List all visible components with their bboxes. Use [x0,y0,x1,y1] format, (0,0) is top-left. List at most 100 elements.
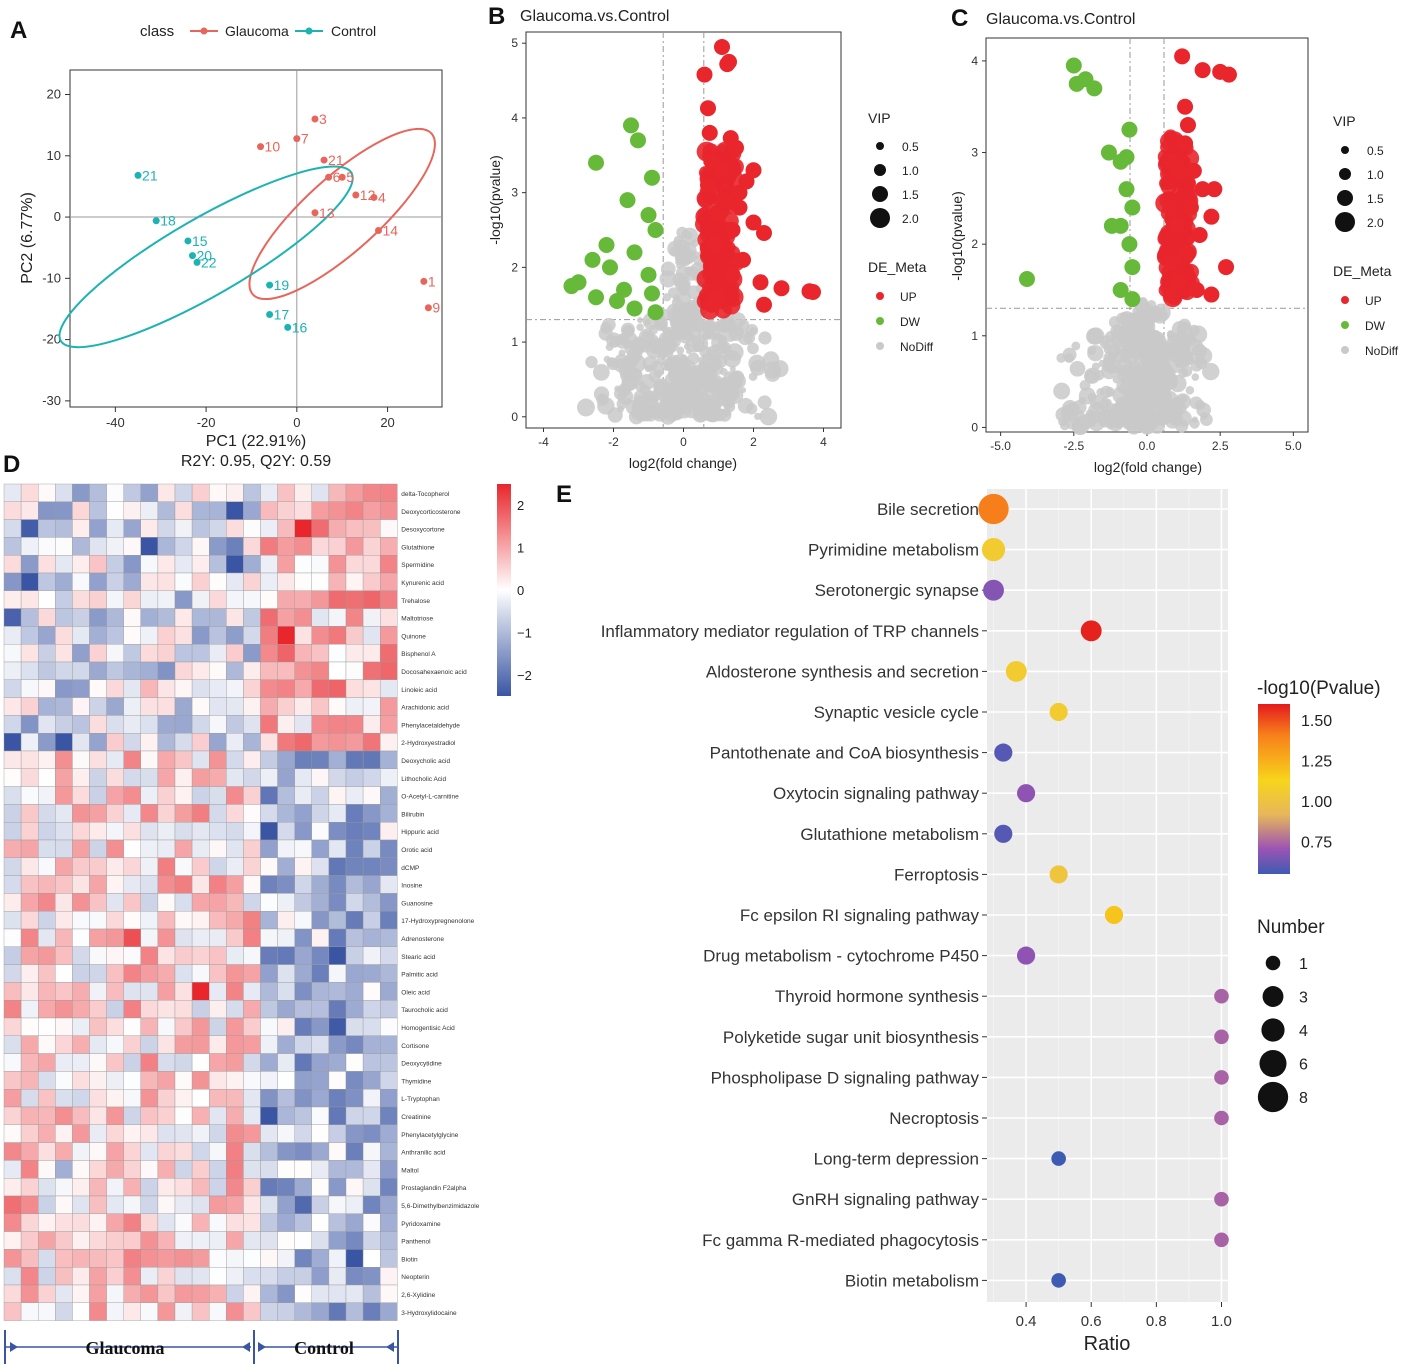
volcano-point-dw [644,285,660,302]
heatmap-cell [243,1071,261,1090]
heatmap-cell [191,964,210,983]
heatmap-cell [3,982,22,1001]
heatmap-cell [345,875,364,894]
volcano-point-nodiff [749,359,766,376]
heatmap-cell [277,1017,295,1036]
heatmap-cell [345,768,364,787]
heatmap-cell [140,964,159,983]
heatmap-cell [174,1302,193,1321]
heatmap-cell [208,483,227,502]
heatmap-cell [380,697,398,716]
heatmap-cell [311,786,330,805]
heatmap-row-label: Thymidine [401,1078,431,1085]
heatmap-cell [345,804,364,823]
volcano-point-nodiff [737,319,750,331]
kegg-dot [1080,620,1102,642]
heatmap-row-label: Docosahexaenoic acid [401,669,467,676]
heatmap-cell [140,786,159,805]
heatmap-cell [106,661,124,680]
volcano-point-nodiff [749,327,757,335]
heatmap-cell [277,1071,295,1090]
heatmap-cell [208,982,227,1001]
heatmap-cell [20,679,39,698]
heatmap-cell [3,1035,22,1054]
heatmap-cell [208,875,227,894]
heatmap-cell [106,555,124,574]
heatmap-cell [380,822,398,841]
pca-point [257,143,265,151]
heatmap-cell [243,893,261,912]
heatmap-cell [345,786,364,805]
heatmap-cell [380,964,398,983]
heatmap-cell [89,1284,107,1303]
volcano-point-dw [1018,270,1035,287]
heatmap-cell [208,537,227,556]
heatmap-cell [123,1195,141,1214]
pca-point-label: 21 [142,167,158,183]
heatmap-cell [328,679,347,698]
volcano-point-dw [623,117,639,134]
heatmap-cell [55,1088,73,1108]
kegg-dot [1051,1151,1066,1166]
heatmap-cell [362,608,381,627]
heatmap-cell [20,1231,39,1250]
pca-xtick-label: -20 [197,415,216,430]
heatmap-cell [294,911,313,930]
volcano-point-up [1203,208,1220,225]
heatmap-cell [191,893,210,912]
volcano-point-up [1177,98,1194,115]
heatmap-cell [226,786,244,805]
heatmap-cell [157,572,176,591]
pca-ylabel: PC2 (6.77%) [19,192,36,284]
volcano-demeta-legend-label: NoDiff [900,340,934,354]
heatmap-cell [311,839,330,858]
heatmap-cell [294,1195,313,1214]
heatmap-cell [208,911,227,930]
pca-ytick-label: -10 [42,270,61,285]
heatmap-cell [260,1106,278,1125]
heatmap-cell [380,733,398,752]
pca-point [325,173,333,181]
heatmap-cell [20,572,39,591]
heatmap-cell [20,1249,39,1268]
volcano-ytick-label: 3 [511,186,518,200]
heatmap-cell [243,911,261,930]
volcano-point-up [707,236,723,253]
heatmap-cell [89,1266,107,1286]
heatmap-cell [380,555,398,574]
heatmap-cell [38,697,56,716]
heatmap-cell [3,1195,22,1214]
heatmap-cell [3,786,22,805]
pca-point [311,115,319,123]
heatmap-cell [3,875,22,894]
heatmap-cell [294,572,313,591]
heatmap-cell [345,501,364,520]
pca-xtick-label: 20 [380,415,394,430]
heatmap-cell [191,911,210,930]
heatmap-colorbar-tick: −2 [517,668,532,683]
heatmap-cell [226,750,244,769]
heatmap-cell [89,1106,107,1125]
heatmap-cell [380,1142,398,1161]
heatmap-cell [226,555,244,574]
heatmap-cell [380,1160,398,1179]
heatmap-cell [89,1177,107,1197]
heatmap-cell [362,1000,381,1019]
volcano-point-dw [584,251,601,268]
heatmap-cell [311,750,330,769]
heatmap-cell [89,964,107,983]
heatmap-cell [106,786,124,805]
heatmap-cell [277,590,295,609]
heatmap-cell [311,946,330,965]
heatmap-cell [260,911,278,930]
heatmap-cell [191,1035,210,1054]
heatmap-cell [311,626,330,645]
kegg-pathway-label: Necroptosis [889,1109,979,1128]
heatmap-cell [328,1124,347,1143]
volcano-point-dw [1086,80,1103,97]
heatmap-cell [191,661,210,680]
heatmap-cell [140,768,159,787]
heatmap-cell [55,590,73,609]
heatmap-cell [174,893,193,912]
heatmap-cell [243,1302,261,1321]
